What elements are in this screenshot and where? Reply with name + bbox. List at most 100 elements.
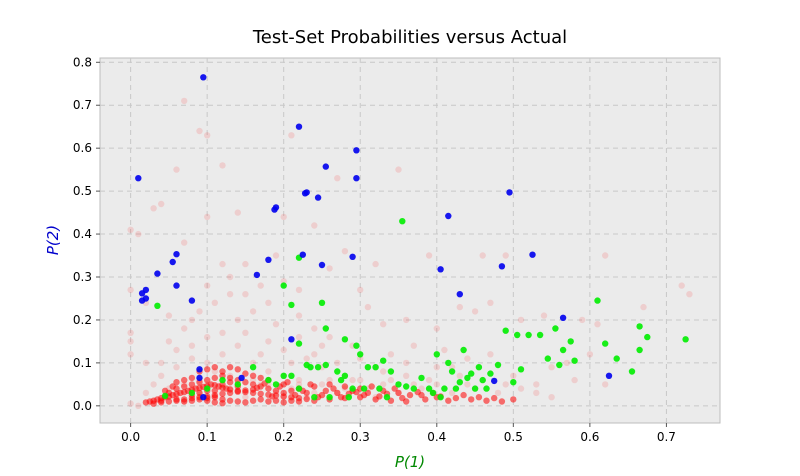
- x-tick-label: 0.3: [351, 430, 370, 444]
- data-point: [326, 333, 333, 341]
- data-point: [380, 381, 387, 388]
- data-point: [395, 166, 402, 173]
- data-point: [234, 342, 241, 349]
- data-point: [295, 123, 303, 130]
- data-point: [429, 389, 437, 397]
- data-point: [468, 396, 475, 403]
- data-point: [307, 381, 314, 388]
- data-point: [498, 263, 506, 270]
- data-point: [326, 394, 333, 401]
- data-points: [127, 74, 693, 409]
- data-point: [525, 331, 532, 339]
- data-point: [200, 74, 207, 81]
- data-point: [127, 286, 134, 294]
- data-point: [640, 303, 647, 311]
- data-point: [425, 385, 433, 392]
- data-point: [234, 398, 241, 405]
- data-point: [204, 376, 211, 384]
- data-point: [406, 391, 414, 399]
- data-point: [460, 346, 467, 354]
- data-point: [257, 282, 264, 289]
- x-axis-label: P(1): [395, 453, 425, 471]
- data-point: [280, 346, 287, 354]
- data-point: [242, 379, 249, 386]
- data-point: [559, 314, 567, 321]
- data-point: [158, 359, 165, 367]
- data-point: [219, 376, 226, 384]
- data-point: [211, 374, 218, 382]
- data-point: [403, 383, 410, 390]
- data-point: [161, 387, 169, 394]
- data-point: [502, 252, 509, 259]
- data-point: [135, 175, 142, 182]
- data-point: [602, 381, 609, 388]
- y-tick-label: 0.1: [73, 356, 92, 370]
- data-point: [265, 385, 272, 392]
- data-point: [533, 389, 540, 397]
- data-point: [169, 258, 176, 266]
- data-point: [127, 400, 134, 407]
- data-point: [226, 397, 234, 404]
- x-tick-label: 0.1: [198, 430, 217, 444]
- data-point: [173, 364, 180, 371]
- data-point: [269, 393, 276, 400]
- data-point: [314, 194, 322, 201]
- data-point: [284, 379, 291, 386]
- data-point: [200, 394, 207, 401]
- data-point: [383, 394, 391, 401]
- data-point: [169, 383, 176, 390]
- data-point: [380, 357, 387, 364]
- data-point: [410, 342, 417, 349]
- data-point: [196, 389, 203, 397]
- data-point: [249, 364, 257, 371]
- data-point: [242, 394, 249, 401]
- data-point: [288, 397, 295, 404]
- data-point: [249, 308, 257, 315]
- data-point: [204, 333, 211, 341]
- data-point: [226, 273, 234, 281]
- data-point: [586, 351, 594, 358]
- data-point: [142, 389, 150, 397]
- data-point: [265, 256, 272, 263]
- data-point: [188, 316, 196, 324]
- data-point: [181, 97, 188, 105]
- data-point: [188, 342, 196, 349]
- data-point: [330, 385, 337, 392]
- data-point: [510, 396, 517, 403]
- data-point: [353, 342, 360, 349]
- data-point: [471, 385, 479, 392]
- x-tick-label: 0.7: [657, 430, 676, 444]
- data-point: [380, 321, 387, 328]
- data-point: [288, 336, 295, 343]
- data-point: [158, 372, 165, 379]
- data-point: [161, 392, 169, 400]
- data-point: [311, 351, 318, 358]
- data-point: [360, 391, 368, 399]
- data-point: [272, 321, 280, 328]
- data-point: [498, 398, 506, 405]
- data-point: [165, 338, 173, 345]
- data-point: [295, 398, 303, 405]
- data-point: [399, 218, 406, 225]
- data-point: [204, 282, 211, 289]
- data-point: [295, 385, 303, 392]
- data-point: [318, 381, 326, 388]
- data-point: [234, 209, 241, 216]
- data-point: [280, 213, 287, 221]
- data-point: [491, 394, 498, 402]
- data-point: [219, 368, 226, 375]
- data-point: [226, 389, 234, 397]
- data-point: [272, 387, 280, 394]
- y-tick-label: 0.0: [73, 399, 92, 413]
- data-point: [318, 342, 326, 349]
- data-point: [636, 346, 643, 354]
- data-point: [425, 376, 433, 384]
- data-point: [211, 299, 218, 306]
- data-point: [318, 261, 326, 269]
- data-point: [464, 381, 471, 388]
- data-point: [322, 163, 329, 170]
- data-point: [410, 385, 417, 392]
- data-point: [295, 376, 303, 384]
- data-point: [399, 394, 406, 402]
